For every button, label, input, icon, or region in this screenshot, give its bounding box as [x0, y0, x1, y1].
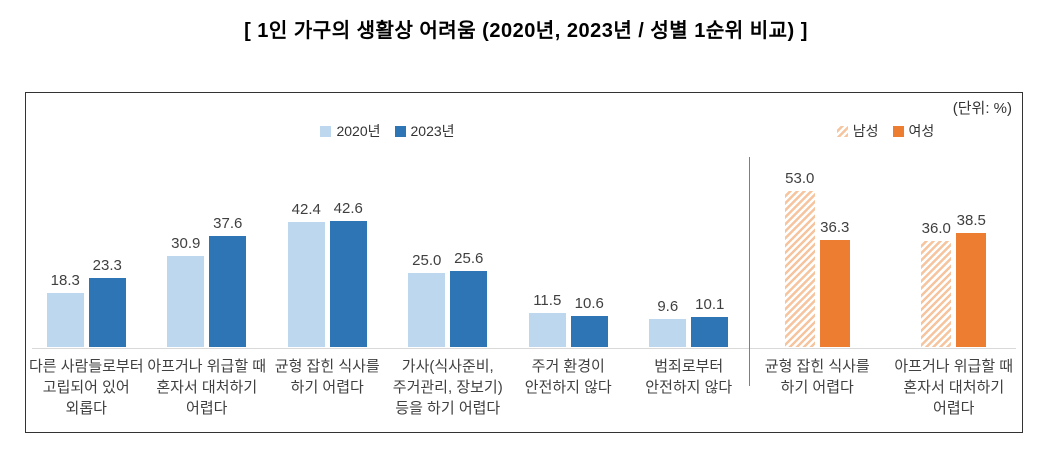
- legend-swatch: [892, 125, 904, 137]
- bar: [649, 319, 687, 347]
- bar: [921, 241, 952, 347]
- legend-label: 2020년: [336, 123, 381, 139]
- bar: [784, 191, 815, 347]
- bar-value-label: 42.4: [291, 201, 321, 218]
- bar: [528, 313, 566, 347]
- bar-group: 11.5 10.6: [528, 292, 608, 347]
- bar-column: 38.5: [956, 212, 987, 347]
- bar-value-label: 25.0: [412, 252, 442, 269]
- legend-swatch: [836, 125, 848, 137]
- bar: [691, 317, 729, 347]
- category-label: 균형 잡힌 식사를 하기 어렵다: [274, 358, 380, 396]
- category-label: 다른 사람들로부터 고립되어 있어 외롭다: [28, 358, 144, 417]
- bar-group: 36.0 38.5: [921, 212, 987, 347]
- bar-value-label: 23.3: [92, 257, 122, 274]
- bar-column: 11.5: [528, 292, 566, 347]
- legend-item: 남성: [836, 121, 879, 141]
- bar-column: 30.9: [167, 235, 205, 347]
- legend-item: 2023년: [394, 121, 455, 141]
- bar: [450, 271, 488, 347]
- bar-column: 25.6: [450, 250, 488, 347]
- bar-column: 18.3: [46, 272, 84, 347]
- bar: [819, 240, 850, 347]
- legend-label: 남성: [852, 123, 879, 139]
- bar-value-label: 36.0: [921, 220, 951, 237]
- bar-value-label: 25.6: [454, 250, 484, 267]
- bar: [956, 233, 987, 347]
- bar: [287, 222, 325, 347]
- page-title: [ 1인 가구의 생활상 어려움 (2020년, 2023년 / 성별 1순위 …: [244, 20, 808, 42]
- bar: [209, 236, 247, 347]
- x-axis-line: [32, 348, 1016, 349]
- unit-label: (단위: %): [952, 100, 1012, 117]
- bar-group: 53.0 36.3: [784, 170, 850, 347]
- category-label: 주거 환경이 안전하지 않다: [524, 358, 612, 396]
- bar-column: 42.4: [287, 201, 325, 347]
- legend-label: 2023년: [410, 123, 455, 139]
- bar-column: 42.6: [329, 200, 367, 347]
- bar-value-label: 18.3: [50, 272, 80, 289]
- bar-group: 25.0 25.6: [408, 250, 488, 347]
- legend-years: 2020년 2023년: [26, 123, 749, 139]
- bar-column: 23.3: [88, 257, 126, 347]
- bar-value-label: 9.6: [657, 298, 679, 315]
- bar: [329, 221, 367, 347]
- category-label: 아프거나 위급할 때 혼자서 대처하기 어렵다: [147, 358, 267, 417]
- bar: [408, 273, 446, 347]
- legend-gender: 남성 여성: [749, 123, 1022, 139]
- category-label: 아프거나 위급할 때 혼자서 대처하기 어렵다: [894, 358, 1014, 417]
- bar-group: 9.6 10.1: [649, 296, 729, 347]
- bar-group: 42.4 42.6: [287, 200, 367, 347]
- legend-label: 여성: [908, 123, 935, 139]
- bar: [88, 278, 126, 347]
- bar-value-label: 42.6: [333, 200, 363, 217]
- category-label: 범죄로부터 안전하지 않다: [645, 358, 733, 396]
- bar: [167, 256, 205, 347]
- bar-value-label: 53.0: [785, 170, 815, 187]
- bar-value-label: 36.3: [820, 219, 850, 236]
- category-label: 가사(식사준비, 주거관리, 장보기) 등을 하기 어렵다: [392, 358, 503, 417]
- bar-column: 9.6: [649, 298, 687, 347]
- plot-gender-comparison: 53.0 36.3 36.0 38.5: [749, 152, 1022, 347]
- bar-value-label: 38.5: [956, 212, 986, 229]
- chart-panel: (단위: %) 2020년 2023년 남성 여성 18.3 23.3 30.9 37.6…: [25, 92, 1023, 433]
- bar-column: 10.1: [691, 296, 729, 347]
- bar-group: 18.3 23.3: [46, 257, 126, 347]
- bar-value-label: 30.9: [171, 235, 201, 252]
- legend-swatch: [394, 125, 406, 137]
- bar: [46, 293, 84, 347]
- section-divider: [749, 157, 750, 386]
- bar-column: 37.6: [209, 215, 247, 347]
- category-label: 균형 잡힌 식사를 하기 어렵다: [764, 358, 870, 396]
- bar-column: 36.0: [921, 220, 952, 347]
- legend-swatch: [320, 125, 332, 137]
- bar-value-label: 11.5: [533, 292, 562, 309]
- legend-item: 여성: [892, 121, 935, 141]
- bar-column: 53.0: [784, 170, 815, 347]
- bar-column: 25.0: [408, 252, 446, 347]
- bar-value-label: 10.6: [574, 295, 604, 312]
- bar-value-label: 37.6: [213, 215, 243, 232]
- bar-value-label: 10.1: [695, 296, 725, 313]
- category-labels-gender: 균형 잡힌 식사를 하기 어렵다 아프거나 위급할 때 혼자서 대처하기 어렵다: [749, 356, 1022, 419]
- bar-column: 10.6: [570, 295, 608, 347]
- bar: [570, 316, 608, 347]
- plot-year-comparison: 18.3 23.3 30.9 37.6 42.4 42.6 25.0 25.6 11.5 10.6…: [26, 152, 749, 347]
- bar-group: 30.9 37.6: [167, 215, 247, 347]
- category-labels-year: 다른 사람들로부터 고립되어 있어 외롭다 아프거나 위급할 때 혼자서 대처하기…: [26, 356, 749, 419]
- legend-item: 2020년: [320, 121, 381, 141]
- bar-column: 36.3: [819, 219, 850, 347]
